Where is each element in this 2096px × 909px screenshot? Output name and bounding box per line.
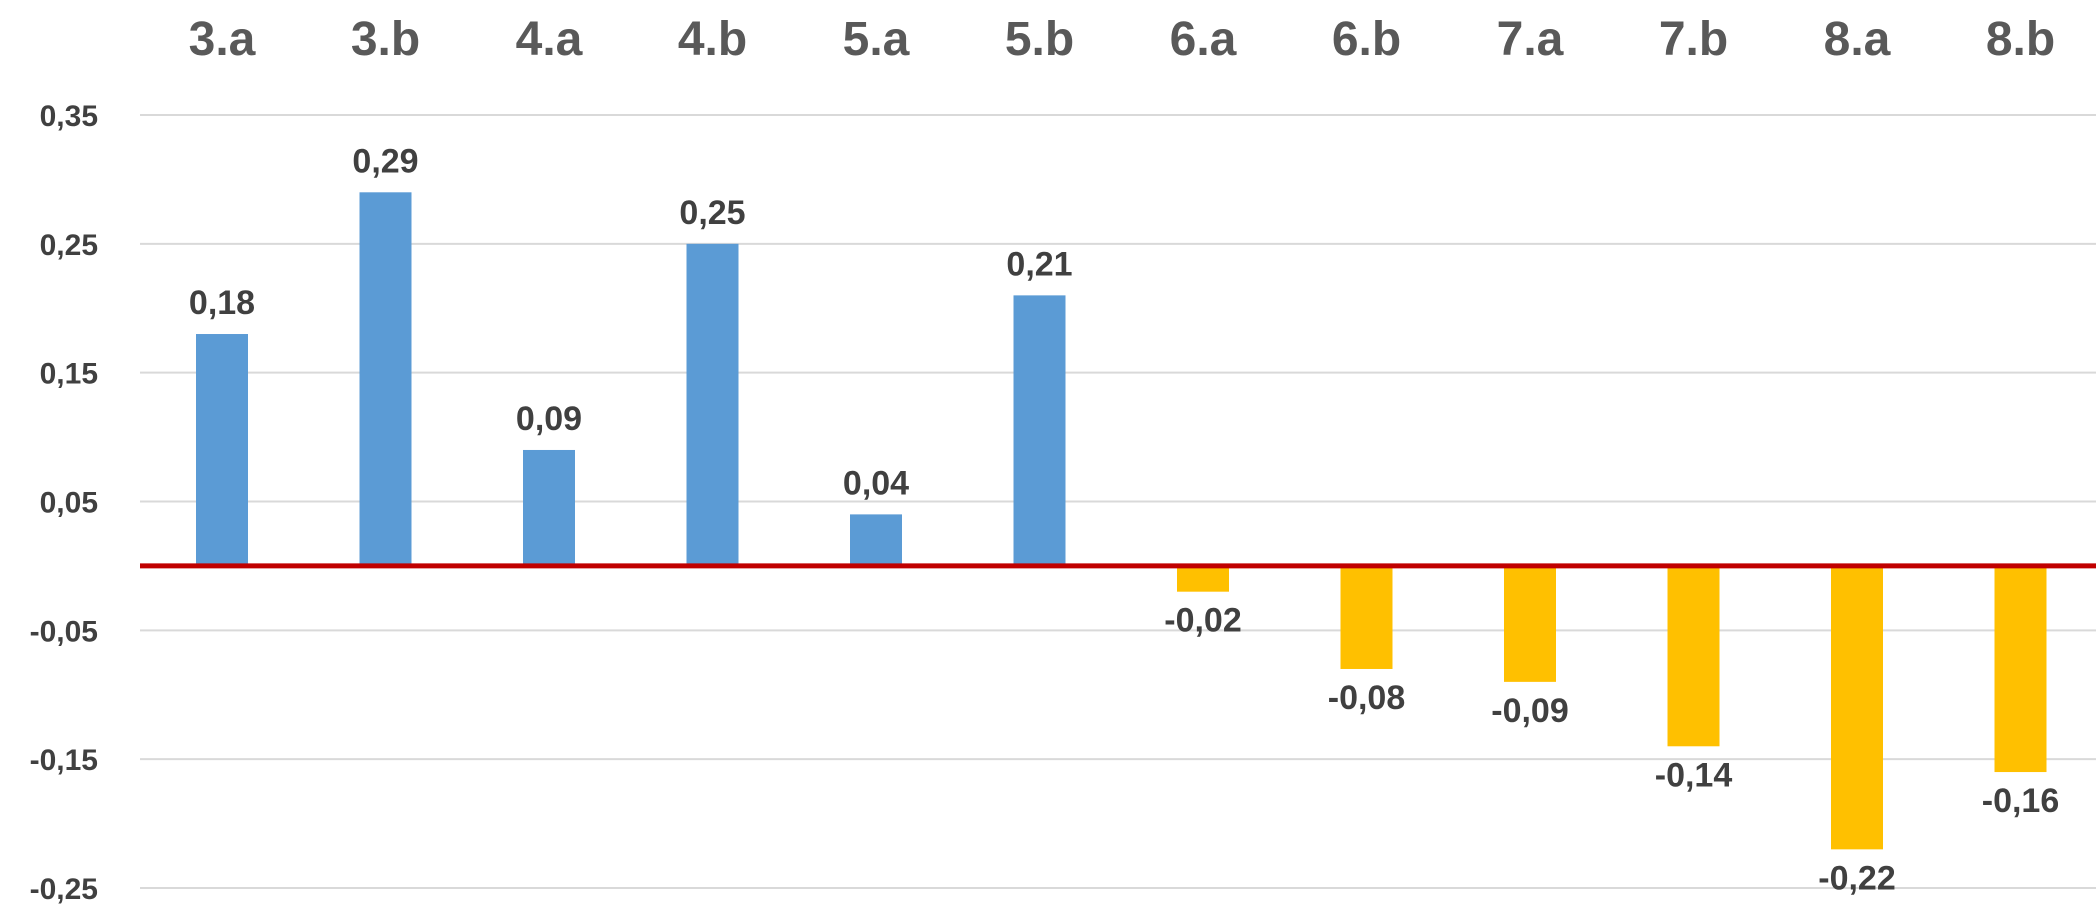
category-label: 5.b [1005, 13, 1074, 66]
category-label: 8.a [1824, 13, 1891, 66]
bar [1177, 565, 1229, 592]
bar [1831, 565, 1883, 850]
bar [523, 449, 575, 566]
category-labels: 3.a 3.b 4.a 4.b 5.a 5.b 6.a 6.b 7.a 7.b 8.a 8.b [189, 13, 2056, 66]
data-label: -0,09 [1491, 692, 1569, 730]
data-label: 0,04 [843, 464, 909, 502]
y-tick-label: 0,35 [40, 100, 98, 133]
y-tick-label: -0,15 [30, 744, 98, 777]
category-label: 7.a [1497, 13, 1564, 66]
y-tick-label: 0,05 [40, 487, 98, 520]
bar [686, 243, 739, 566]
bar [359, 192, 412, 566]
y-tick-label: -0,25 [30, 873, 98, 906]
data-label: 0,09 [516, 400, 582, 438]
category-label: 6.b [1332, 13, 1401, 66]
y-tick-label: -0,05 [30, 615, 98, 648]
category-label: 7.b [1659, 13, 1728, 66]
data-label: -0,02 [1164, 602, 1242, 640]
data-label: 0,18 [189, 284, 255, 322]
bar [1994, 565, 2047, 773]
y-axis-tick-labels: 0,35 0,25 0,15 0,05 -0,05 -0,15 -0,25 [30, 100, 98, 906]
y-tick-label: 0,15 [40, 358, 98, 391]
category-label: 5.a [843, 13, 910, 66]
bar [1667, 565, 1720, 747]
category-label: 3.a [189, 13, 256, 66]
category-label: 8.b [1986, 13, 2055, 66]
bars [196, 192, 2047, 850]
bar [850, 514, 902, 566]
category-label: 4.a [516, 13, 583, 66]
data-label: 0,21 [1006, 245, 1072, 283]
data-label: -0,22 [1818, 859, 1896, 897]
gridlines [140, 114, 2096, 889]
bar [1504, 565, 1556, 682]
category-label: 3.b [351, 13, 420, 66]
bar [1340, 565, 1393, 669]
category-label: 4.b [678, 13, 747, 66]
data-labels: 0,18 0,29 0,09 0,25 0,04 0,21 -0,02 -0,08 -0,09 -… [189, 142, 2059, 897]
bar [1013, 295, 1066, 566]
data-label: -0,08 [1328, 679, 1406, 717]
bar [196, 334, 248, 566]
data-label: 0,25 [679, 194, 745, 232]
data-label: 0,29 [352, 142, 418, 180]
category-label: 6.a [1170, 13, 1237, 66]
data-label: -0,16 [1982, 782, 2060, 820]
y-tick-label: 0,25 [40, 229, 98, 262]
data-label: -0,14 [1655, 756, 1733, 794]
